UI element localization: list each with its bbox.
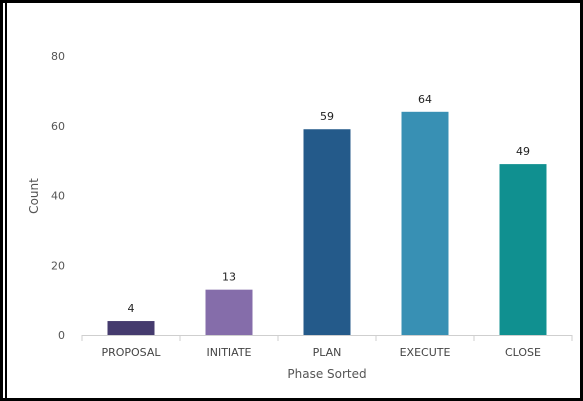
bar-execute	[401, 111, 449, 335]
frame-border-left-outer	[0, 0, 3, 401]
data-label-execute: 64	[418, 93, 432, 106]
bars	[107, 111, 547, 335]
x-category-label: CLOSE	[505, 346, 541, 359]
y-tick-label: 80	[51, 50, 65, 63]
x-category-label: EXECUTE	[400, 346, 451, 359]
y-axis-ticks: 0 20 40 60 80	[51, 50, 65, 342]
data-label-close: 49	[516, 145, 530, 158]
frame-border-right	[580, 0, 583, 401]
x-category-label: INITIATE	[206, 346, 251, 359]
data-label-proposal: 4	[128, 302, 135, 315]
data-label-plan: 59	[320, 110, 334, 123]
category-labels: PROPOSAL INITIATE PLAN EXECUTE CLOSE	[101, 346, 541, 359]
x-category-label: PROPOSAL	[101, 346, 161, 359]
data-label-initiate: 13	[222, 271, 236, 284]
x-axis-tick-marks	[81, 335, 573, 341]
data-labels: 4 13 59 64 49	[128, 93, 531, 315]
bar-plan	[303, 129, 351, 335]
y-axis-title: Count	[27, 178, 41, 214]
x-axis-title: Phase Sorted	[287, 367, 366, 381]
bar-close	[499, 164, 547, 335]
bar-proposal	[107, 321, 155, 335]
frame-border-top	[0, 0, 583, 3]
x-category-label: PLAN	[313, 346, 342, 359]
bar-initiate	[205, 289, 253, 335]
frame-border-bottom	[0, 398, 583, 401]
y-tick-label: 0	[58, 329, 65, 342]
y-tick-label: 40	[51, 190, 65, 203]
y-tick-label: 60	[51, 120, 65, 133]
y-tick-label: 20	[51, 259, 65, 272]
frame-border-left-inner	[5, 0, 7, 401]
